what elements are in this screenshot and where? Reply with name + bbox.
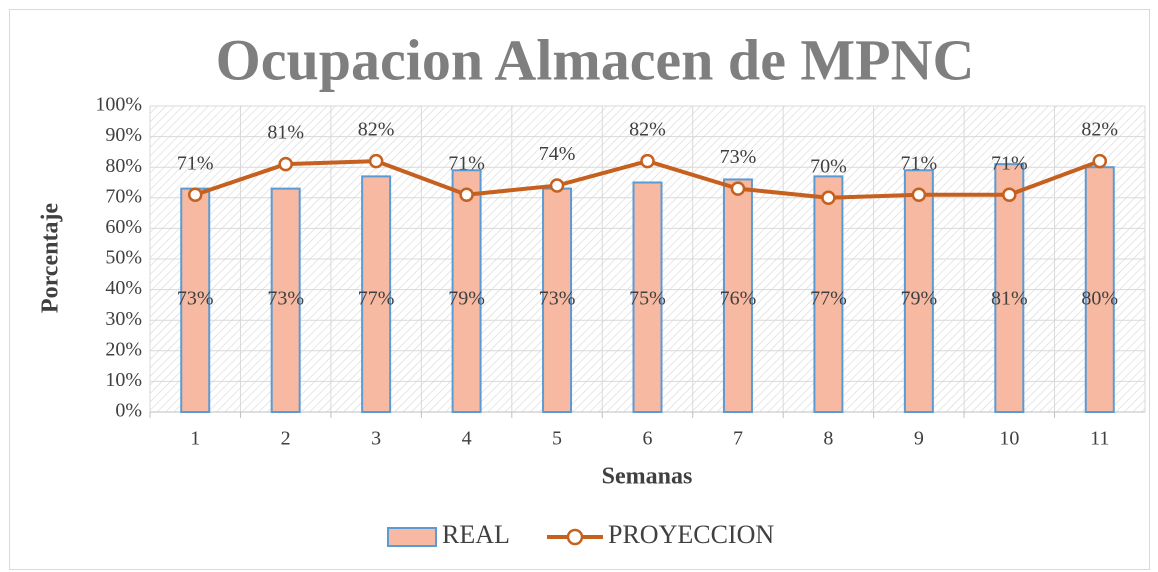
y-tick-label: 30% bbox=[105, 308, 142, 330]
bar-value-label: 77% bbox=[810, 288, 847, 310]
bar bbox=[813, 175, 844, 413]
line-value-label: 82% bbox=[1081, 119, 1118, 141]
x-tick-label: 3 bbox=[371, 428, 381, 450]
line-marker bbox=[911, 187, 927, 202]
line-value-label: 74% bbox=[539, 143, 576, 165]
bar-value-label: 73% bbox=[267, 288, 304, 310]
line-value-label: 70% bbox=[810, 155, 847, 177]
bar bbox=[270, 187, 301, 413]
line-marker bbox=[821, 190, 836, 206]
line-marker bbox=[187, 187, 203, 202]
y-tick-label: 60% bbox=[105, 216, 142, 238]
line-marker bbox=[1092, 153, 1108, 169]
bar bbox=[180, 187, 211, 413]
bar bbox=[632, 181, 663, 413]
bar-value-label: 77% bbox=[358, 288, 395, 310]
x-tick-label: 5 bbox=[552, 428, 562, 450]
y-tick-label: 80% bbox=[105, 155, 142, 177]
legend-label: REAL bbox=[442, 520, 510, 549]
line-value-label: 81% bbox=[267, 122, 304, 144]
y-tick-label: 50% bbox=[105, 247, 142, 269]
bar-value-label: 81% bbox=[991, 288, 1028, 310]
bar-value-label: 73% bbox=[177, 288, 214, 310]
bar bbox=[361, 175, 392, 413]
x-axis-label: Semanas bbox=[602, 464, 693, 490]
x-tick-label: 6 bbox=[643, 428, 653, 450]
y-tick-label: 100% bbox=[95, 94, 142, 116]
y-tick-label: 70% bbox=[105, 185, 142, 207]
chart-title: Ocupacion Almacen de MPNC bbox=[216, 27, 975, 92]
line-value-label: 71% bbox=[901, 152, 938, 174]
line-marker bbox=[549, 178, 565, 193]
x-tick-label: 7 bbox=[733, 428, 743, 450]
y-tick-label: 0% bbox=[115, 400, 142, 422]
bar-value-label: 79% bbox=[901, 288, 938, 310]
x-tick-label: 2 bbox=[281, 428, 291, 450]
line-value-label: 82% bbox=[629, 119, 666, 141]
line-marker bbox=[730, 181, 746, 196]
bar bbox=[451, 169, 482, 413]
x-tick-label: 1 bbox=[190, 428, 200, 450]
bar-value-label: 79% bbox=[448, 288, 485, 310]
bar bbox=[1084, 166, 1115, 413]
line-value-label: 82% bbox=[358, 119, 395, 141]
y-tick-label: 40% bbox=[105, 277, 142, 299]
y-axis-label: Porcentaje bbox=[38, 203, 64, 314]
line-value-label: 71% bbox=[448, 152, 485, 174]
bar-value-label: 75% bbox=[629, 288, 666, 310]
line-marker bbox=[368, 153, 384, 169]
x-tick-label: 10 bbox=[999, 428, 1019, 450]
bar-value-label: 80% bbox=[1081, 288, 1118, 310]
bar-value-label: 73% bbox=[539, 288, 576, 310]
y-tick-label: 10% bbox=[105, 369, 142, 391]
y-tick-label: 90% bbox=[105, 124, 142, 146]
x-tick-label: 9 bbox=[914, 428, 924, 450]
line-marker bbox=[640, 153, 655, 169]
bar-value-label: 76% bbox=[720, 288, 757, 310]
legend-swatch bbox=[387, 527, 437, 547]
legend-swatch bbox=[566, 528, 584, 546]
x-tick-label: 4 bbox=[462, 428, 472, 450]
line-value-label: 73% bbox=[720, 146, 757, 168]
line-marker bbox=[1002, 187, 1017, 202]
y-tick-label: 20% bbox=[105, 338, 142, 360]
line-value-label: 71% bbox=[991, 152, 1028, 174]
line-marker bbox=[278, 156, 293, 172]
x-tick-label: 11 bbox=[1090, 428, 1109, 450]
bar bbox=[903, 169, 934, 413]
line-marker bbox=[459, 187, 474, 202]
bar bbox=[722, 178, 753, 413]
bar bbox=[994, 163, 1025, 413]
legend-label: PROYECCION bbox=[608, 520, 774, 549]
x-tick-label: 8 bbox=[823, 428, 833, 450]
line-value-label: 71% bbox=[177, 152, 214, 174]
